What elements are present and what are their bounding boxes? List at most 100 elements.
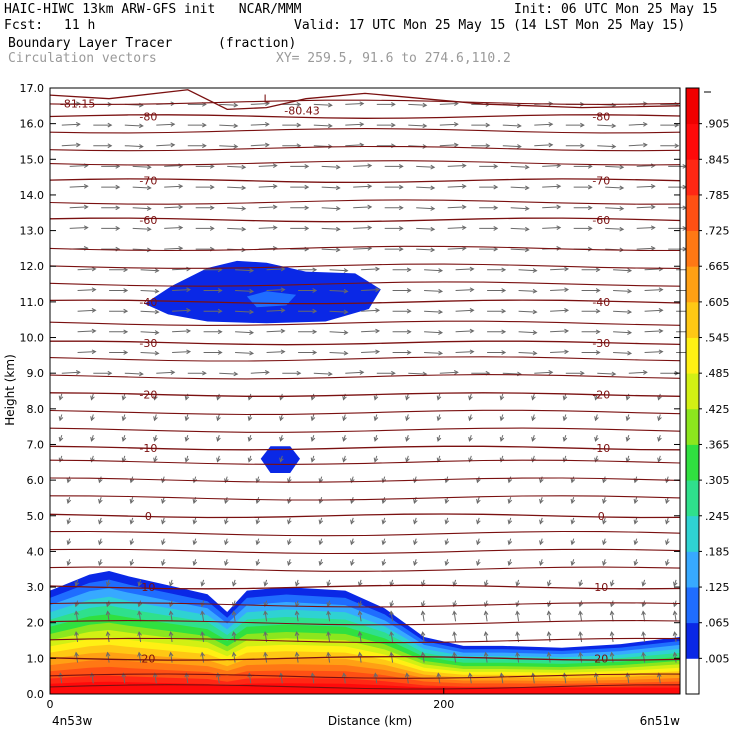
circulation-vector-head [499, 436, 505, 442]
circulation-vector-head [532, 288, 538, 294]
circulation-vector-head [66, 478, 72, 484]
circulation-vector [636, 185, 655, 188]
circulation-vector-head [192, 560, 198, 566]
circulation-vector [485, 632, 488, 643]
temperature-contour-line [49, 477, 681, 483]
circulation-vector [628, 144, 647, 147]
circulation-vector [77, 309, 96, 312]
circulation-vector-head [532, 268, 538, 273]
circulation-vector-head [665, 519, 670, 525]
circulation-vector [345, 103, 364, 105]
circulation-vector [329, 310, 348, 313]
circulation-vector-head [241, 164, 247, 170]
circulation-vector-head [476, 540, 481, 546]
circulation-vector [455, 289, 474, 291]
circulation-vector-head [485, 143, 491, 149]
contour-label: -30 [139, 337, 157, 350]
circulation-vector-head [650, 204, 656, 210]
temperature-contour--80 [49, 114, 681, 119]
circulation-vector-head [656, 672, 662, 678]
circulation-vector-head [389, 651, 394, 657]
circulation-vector-head [413, 498, 418, 504]
circulation-vector-head [556, 225, 562, 231]
circulation-vector [75, 652, 79, 663]
circulation-vector-head [326, 651, 331, 657]
circulation-vector [424, 352, 443, 354]
circulation-vector-head [657, 457, 662, 463]
circulation-vector-head [310, 672, 316, 678]
circulation-vector [416, 248, 435, 251]
circulation-vector-head [310, 395, 316, 401]
circulation-vector-head [625, 436, 631, 442]
circulation-vector-head [318, 519, 324, 525]
circulation-vector-head [129, 498, 135, 504]
circulation-vector [636, 247, 655, 250]
header-fcst-label: Fcst: [4, 18, 44, 33]
circulation-vector-head [493, 164, 499, 169]
circulation-vector-head [326, 631, 331, 636]
circulation-vector-head [564, 328, 570, 334]
circulation-vector-head [335, 226, 341, 232]
circulation-vector [510, 248, 529, 251]
circulation-vector-head [641, 651, 646, 657]
circulation-vector-head [594, 395, 599, 401]
circulation-vector [516, 611, 520, 622]
circulation-vector [550, 289, 569, 291]
circulation-vector-head [233, 123, 239, 129]
circulation-vector-head [619, 226, 625, 232]
circulation-vector-head [436, 395, 442, 401]
circulation-vector [611, 632, 614, 643]
temperature-contour-line [49, 281, 681, 287]
circulation-vector [170, 652, 173, 663]
circulation-vector-head [381, 540, 387, 546]
circulation-vector-head [672, 610, 678, 616]
circulation-vector [532, 673, 535, 684]
contour-label: -10 [139, 442, 157, 455]
circulation-vector-head [272, 184, 278, 189]
circulation-vector-head [264, 370, 270, 375]
circulation-vector [156, 123, 175, 126]
circulation-vector-head [312, 288, 318, 293]
circulation-vector-head [373, 457, 379, 463]
circulation-vector-head [476, 519, 481, 525]
circulation-vector-head [420, 610, 426, 616]
circulation-vector [597, 124, 616, 127]
y-tick-label: 11.0 [20, 296, 45, 309]
circulation-vector-head [375, 308, 381, 313]
circulation-vector-head [186, 308, 192, 313]
circulation-vector [408, 103, 427, 106]
circulation-vector-head [672, 651, 678, 657]
contour-label: -20 [139, 389, 157, 402]
circulation-vector-head [224, 560, 229, 566]
circulation-vector [321, 227, 340, 230]
circulation-vector-head [578, 602, 584, 608]
temperature-contour-line [49, 145, 681, 152]
circulation-vector [132, 207, 151, 210]
circulation-vector-head [264, 142, 270, 148]
circulation-vector-head [154, 350, 160, 356]
colorbar-label: .605 [705, 296, 730, 309]
circulation-vector [422, 632, 425, 643]
circulation-vector-head [633, 519, 639, 525]
circulation-vector-head [422, 102, 428, 108]
circulation-vector-head [587, 205, 593, 211]
circulation-vector-head [294, 651, 300, 657]
circulation-vector [321, 207, 340, 210]
circulation-vector-head [184, 672, 190, 678]
circulation-vector [345, 371, 364, 374]
contour-label: -60 [139, 214, 157, 227]
xy-label: XY= 259.5, 91.6 to 274.6,110.2 [276, 51, 511, 66]
circulation-vector [172, 351, 191, 353]
circulation-vector-head [430, 206, 436, 211]
circulation-vector-head [665, 540, 670, 546]
circulation-vector-head [121, 672, 127, 678]
circulation-vector-head [556, 184, 562, 189]
circulation-vector-head [633, 498, 639, 504]
circulation-vector-head [665, 560, 670, 566]
colorbar-segment [686, 658, 699, 695]
circulation-vector [327, 632, 331, 643]
temperature-contour-line [49, 673, 680, 679]
circulation-vector [122, 673, 126, 684]
circulation-vector [170, 611, 173, 622]
temperature-contour--60 [49, 217, 681, 223]
